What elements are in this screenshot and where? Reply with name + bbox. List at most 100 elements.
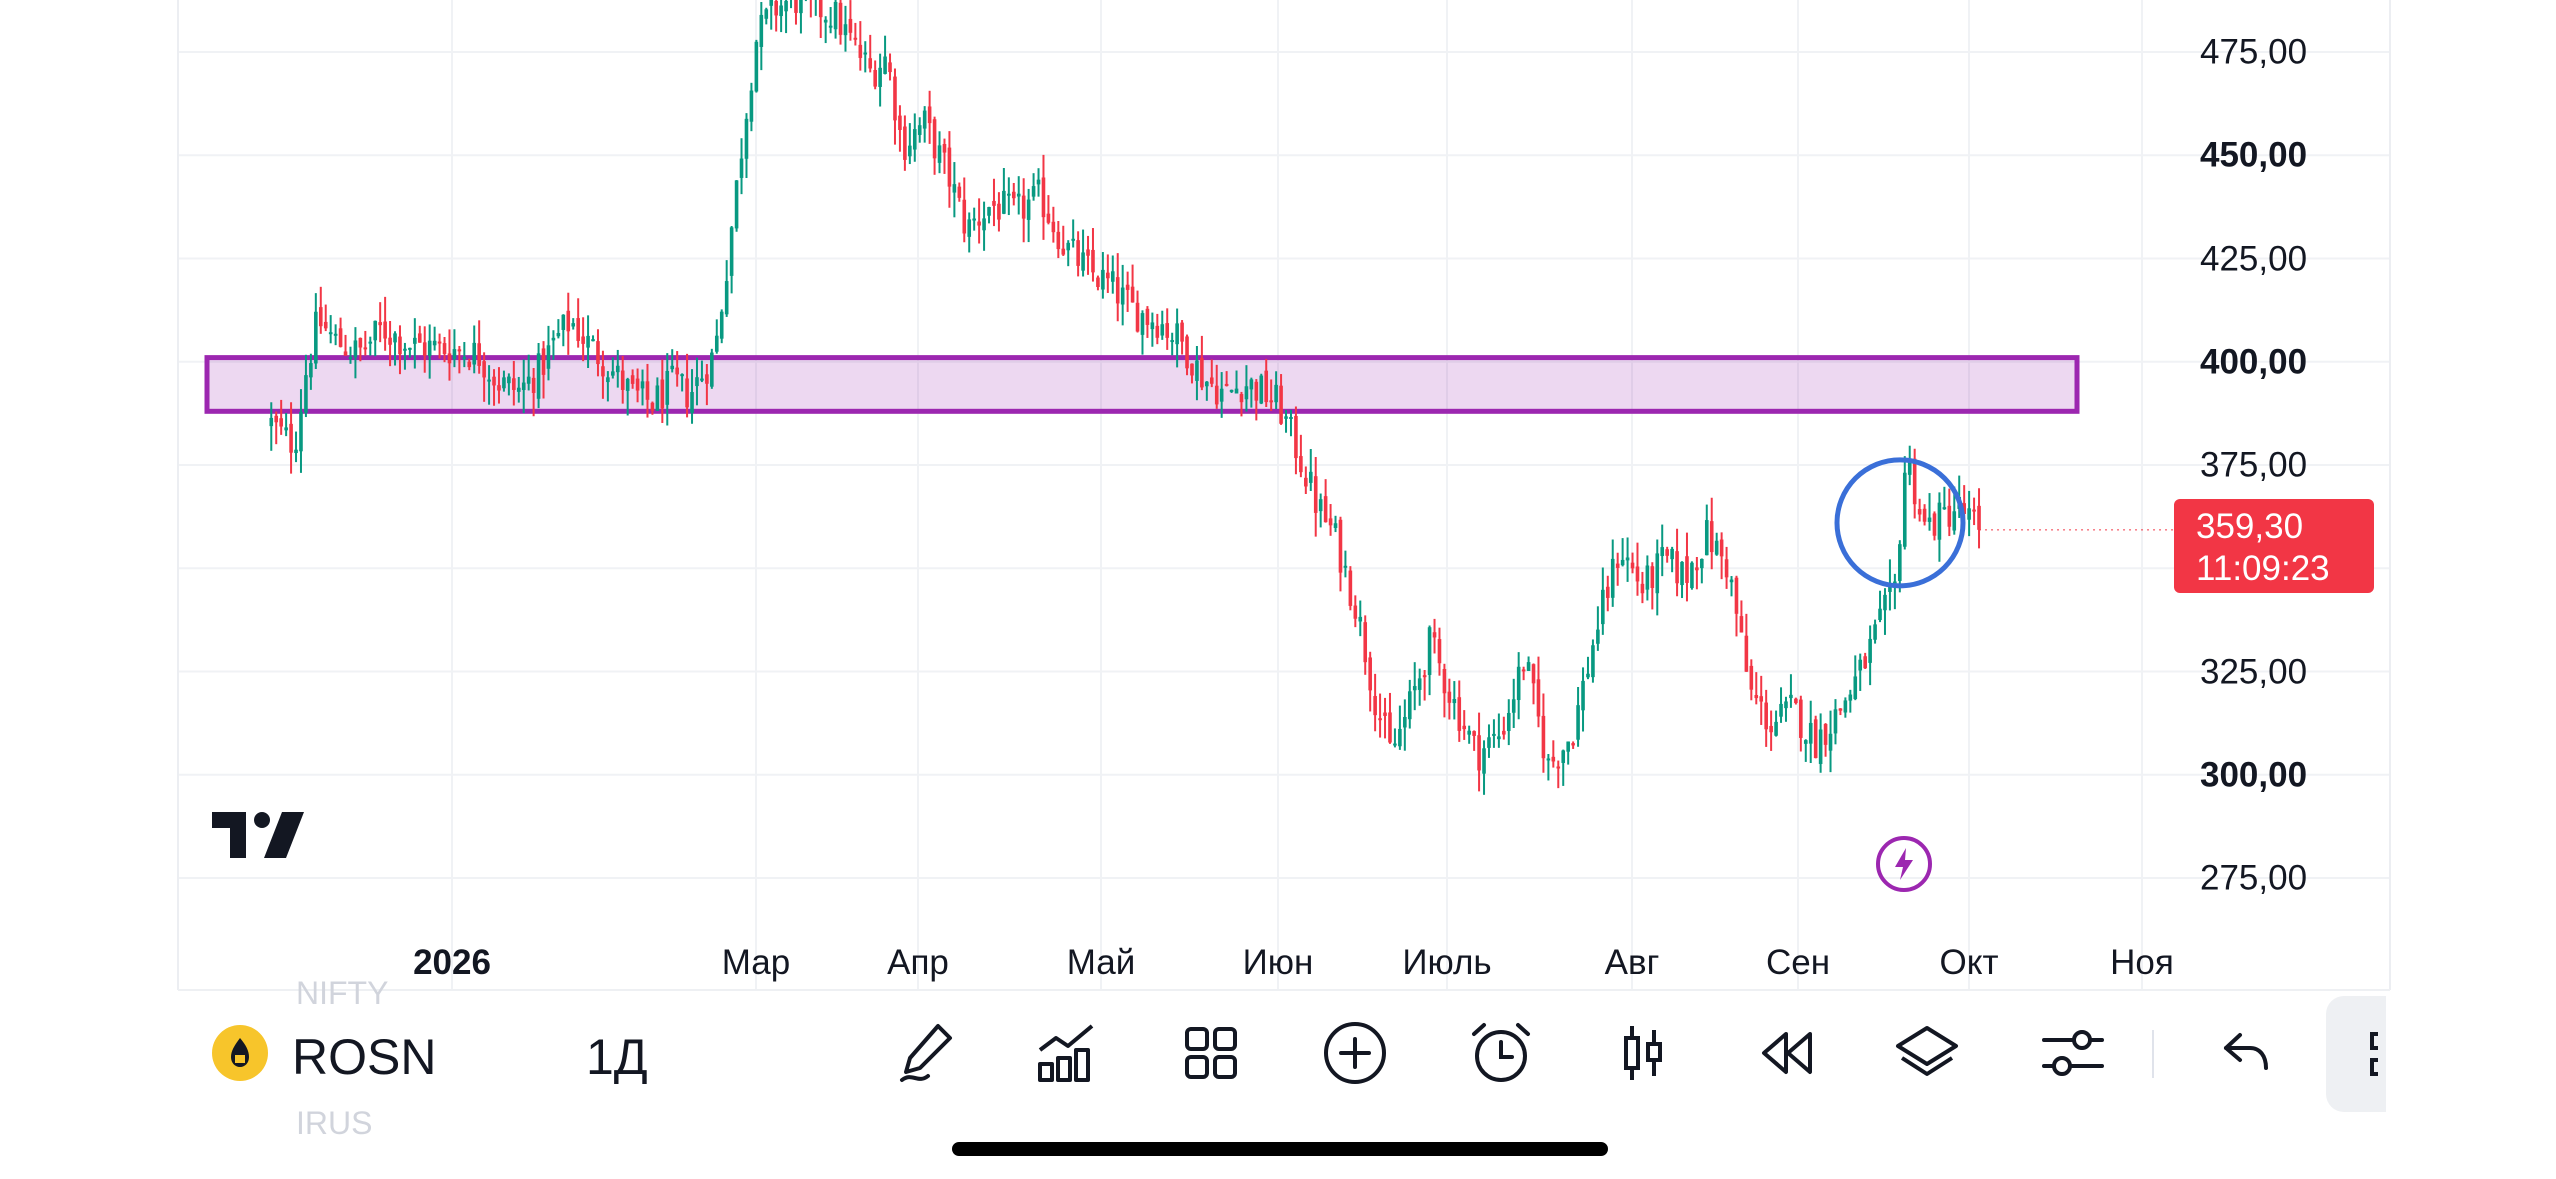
rosneft-logo[interactable]	[212, 1025, 268, 1081]
candle-body	[749, 90, 754, 122]
candle-body	[1353, 605, 1358, 619]
candle-body	[868, 58, 873, 69]
add-circle-icon[interactable]	[1322, 1020, 1388, 1086]
candle-body	[1789, 694, 1793, 699]
last-price-badge: 359,30 11:09:23	[2174, 499, 2374, 593]
candle-body	[1695, 567, 1699, 571]
candle-body	[705, 374, 709, 384]
candle-body	[710, 352, 714, 387]
candle-body	[526, 376, 531, 384]
candle-body	[1175, 323, 1179, 345]
layers-icon[interactable]	[1894, 1020, 1960, 1086]
candle-body	[373, 320, 378, 341]
alarm-icon[interactable]	[1468, 1020, 1534, 1086]
candle-body	[487, 379, 491, 382]
candle-body	[992, 200, 996, 206]
candle-body	[719, 311, 724, 339]
candle-body	[1313, 476, 1318, 513]
candle-body	[1155, 325, 1160, 338]
candle-body	[492, 376, 496, 386]
candle-body	[1041, 177, 1046, 218]
undo-icon[interactable]	[2214, 1020, 2280, 1086]
time-tick-label: Сен	[1765, 943, 1831, 982]
candle-body	[957, 186, 962, 198]
flash-icon[interactable]	[1876, 836, 1932, 892]
candle-body	[1843, 700, 1848, 713]
candle-body	[1576, 705, 1580, 740]
candle-body	[1229, 389, 1234, 392]
candle-body	[962, 199, 967, 234]
candle-body	[1482, 748, 1486, 774]
time-tick-label: Май	[1066, 943, 1136, 982]
candle-body	[1521, 669, 1526, 672]
candle-body	[1724, 559, 1729, 578]
candle-body	[1101, 269, 1105, 290]
candle-body	[1754, 695, 1759, 699]
price-tick-label: 425,00	[2200, 239, 2308, 278]
candle-body	[1858, 659, 1863, 671]
highlight-circle[interactable]	[1834, 457, 1966, 589]
candle-body	[1675, 551, 1679, 584]
candle-body	[729, 227, 734, 276]
candle-body	[1942, 507, 1947, 510]
candle-body	[546, 345, 551, 369]
candle-body	[591, 339, 595, 342]
candle-body	[363, 347, 368, 350]
candle-body	[1140, 313, 1145, 335]
candle-body	[893, 76, 897, 121]
price-tick-label: 325,00	[2200, 652, 2308, 691]
more-tools-panel[interactable]	[2326, 996, 2386, 1112]
candle-body	[675, 367, 679, 375]
candle-body	[1239, 394, 1244, 403]
candle-body	[1749, 665, 1754, 690]
candle-body	[1848, 694, 1853, 701]
price-zone-rectangle[interactable]	[204, 355, 2080, 414]
candle-body	[1373, 696, 1377, 716]
candle-body	[482, 361, 486, 378]
candle-body	[1774, 721, 1778, 736]
candle-body	[1016, 193, 1021, 197]
candle-body	[1338, 519, 1343, 573]
candle-body	[1769, 725, 1773, 733]
candle-body	[1601, 589, 1605, 625]
pen-icon[interactable]	[894, 1020, 960, 1086]
candle-body	[1264, 370, 1269, 403]
candle-body	[774, 0, 778, 16]
candle-body	[437, 341, 442, 344]
replay-icon[interactable]	[1752, 1020, 1818, 1086]
candle-body	[952, 184, 957, 193]
candle-body	[1407, 691, 1412, 720]
candle-body	[655, 385, 660, 411]
time-tick-label: Июн	[1242, 943, 1314, 982]
candle-body	[1635, 566, 1640, 582]
candle-body	[863, 52, 868, 55]
candle-body	[1779, 703, 1783, 717]
candle-body	[1214, 385, 1219, 405]
candle-body	[1581, 680, 1585, 711]
candle-body	[1284, 416, 1288, 419]
scroll-ghost-symbol: NIFTY	[296, 975, 389, 1011]
candle-body	[700, 378, 704, 381]
candle-body	[1383, 712, 1387, 716]
settings-sliders-icon[interactable]	[2040, 1020, 2106, 1086]
candle-body	[1135, 302, 1140, 332]
candle-body	[1170, 340, 1174, 343]
candle-body	[1150, 322, 1155, 330]
candle-body	[1299, 456, 1303, 473]
chart-canvas[interactable]	[0, 0, 2556, 990]
price-tick-label: 300,00	[2200, 755, 2308, 795]
candle-body	[606, 377, 610, 383]
candle-body	[1066, 242, 1071, 251]
symbol-ticker[interactable]: ROSN	[292, 1029, 437, 1085]
candle-body	[714, 335, 719, 352]
candle-body	[1046, 213, 1051, 223]
indicators-icon[interactable]	[1034, 1020, 1100, 1086]
candle-body	[615, 365, 620, 373]
candle-body	[1794, 698, 1798, 704]
interval-selector[interactable]: 1Д	[586, 1029, 648, 1085]
layout-grid-icon[interactable]	[1178, 1020, 1244, 1086]
candles-icon[interactable]	[1610, 1020, 1676, 1086]
candle-body	[502, 377, 506, 389]
candle-body	[1145, 308, 1150, 325]
candle-body	[1660, 547, 1665, 557]
